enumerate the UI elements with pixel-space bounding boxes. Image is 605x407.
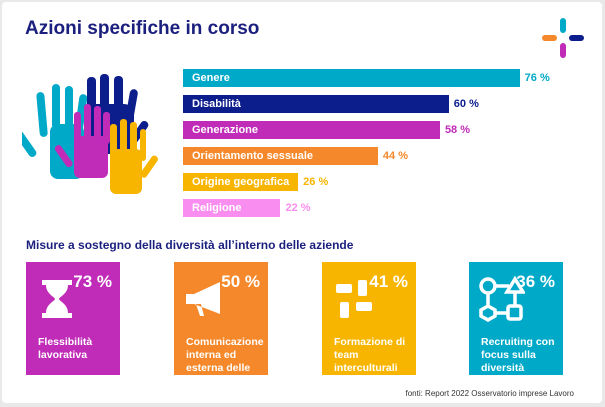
- bar-value-label: 26 %: [303, 176, 329, 188]
- source-note: fonti: Report 2022 Osservatorio imprese …: [405, 389, 574, 398]
- card-percent: 73 %: [73, 272, 112, 291]
- card-percent: 41 %: [369, 272, 408, 291]
- measure-card: 41 % Formazione di team interculturali: [322, 262, 416, 375]
- megaphone-icon: [186, 282, 220, 316]
- measure-card: 73 % Flessibilità lavorativa: [26, 262, 120, 375]
- page-title: Azioni specifiche in corso: [25, 18, 260, 39]
- section-title: Misure a sostegno della diversità all’in…: [26, 238, 354, 252]
- measure-card: 50 % Comunicazione interna ed esterna de…: [174, 262, 268, 387]
- hands-circle-icon: [336, 280, 372, 318]
- card-label: Flessibilità lavorativa: [38, 336, 93, 361]
- card-label: Comunicazione interna ed esterna delle a…: [186, 336, 264, 387]
- bar-value-label: 44 %: [382, 150, 408, 162]
- shapes-network-icon: [479, 276, 525, 322]
- measure-card: 36 % Recruiting con focus sulla diversit…: [469, 262, 563, 375]
- bar-value-label: 22 %: [285, 202, 311, 214]
- hands-illustration-icon: [22, 74, 158, 194]
- plus-logo-icon: [542, 18, 584, 58]
- card-percent: 36 %: [516, 272, 555, 291]
- infographic: Azioni specifiche in corso Genere 76 % Dis…: [2, 2, 602, 403]
- bar-0: Genere: [183, 69, 520, 87]
- bar-2: Generazione: [183, 121, 440, 139]
- card-percent: 50 %: [221, 272, 260, 291]
- bar-value-label: 60 %: [453, 98, 479, 110]
- bar-value-label: 76 %: [524, 72, 550, 84]
- bar-5: Religione: [183, 199, 281, 217]
- card-label: Formazione di team interculturali: [334, 336, 406, 374]
- card-label: Recruiting con focus sulla diversità: [481, 336, 555, 374]
- bar-3: Orientamento sessuale: [183, 147, 378, 165]
- bar-4: Origine geografica: [183, 173, 299, 191]
- hourglass-icon: [42, 280, 72, 318]
- bar-1: Disabilità: [183, 95, 449, 113]
- bar-value-label: 58 %: [444, 124, 471, 136]
